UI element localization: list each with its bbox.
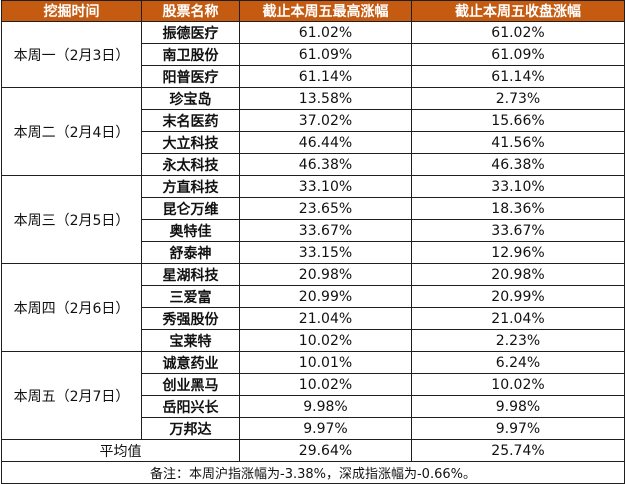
close-gain-cell: 2.73% [411, 87, 625, 110]
close-gain-cell: 9.97% [411, 417, 625, 440]
stock-name-cell: 永太科技 [141, 153, 240, 176]
close-gain-cell: 61.02% [411, 21, 625, 44]
max-gain-cell: 37.02% [239, 109, 412, 132]
stock-name-cell: 珍宝岛 [141, 87, 240, 110]
table-row: 阳普医疗 61.14% 61.14% [2, 65, 625, 88]
max-gain-cell: 33.10% [239, 175, 412, 198]
max-gain-cell: 23.65% [239, 197, 412, 220]
max-gain-cell: 61.02% [239, 21, 412, 44]
max-gain-cell: 10.01% [239, 351, 412, 374]
table-row: 本周一（2月3日） 振德医疗 61.02% 61.02% [1, 21, 625, 88]
max-gain-cell: 33.67% [239, 219, 412, 242]
max-gain-cell: 9.98% [239, 395, 412, 418]
stock-name-cell: 宝莱特 [141, 329, 240, 352]
table-row: 本周三（2月5日） 方直科技 33.10% 33.10% [1, 175, 625, 264]
header-stock-name: 股票名称 [141, 0, 240, 22]
header-max-gain: 截止本周五最高涨幅 [239, 0, 412, 22]
table-row: 奥特佳 33.67% 33.67% [2, 219, 625, 242]
close-gain-cell: 41.56% [411, 131, 625, 154]
stock-name-cell: 创业黑马 [141, 373, 240, 396]
close-gain-cell: 33.67% [411, 219, 625, 242]
footnote: 备注：本周沪指涨幅为-3.38%，深成指涨幅为-0.66%。 [1, 461, 625, 484]
close-gain-cell: 9.98% [411, 395, 625, 418]
close-gain-cell: 20.98% [411, 263, 625, 286]
stock-name-cell: 万邦达 [141, 417, 240, 440]
max-gain-cell: 10.02% [239, 373, 412, 396]
close-gain-cell: 33.10% [411, 175, 625, 198]
average-row: 平均值 29.64% 25.74% [1, 439, 625, 462]
table-row: 本周二（2月4日） 珍宝岛 13.58% 2.73% [1, 87, 625, 176]
close-gain-cell: 61.14% [411, 65, 625, 88]
stock-name-cell: 大立科技 [141, 131, 240, 154]
table-row: 永太科技 46.38% 46.38% [2, 153, 625, 176]
max-gain-cell: 10.02% [239, 329, 412, 352]
close-gain-cell: 20.99% [411, 285, 625, 308]
close-gain-cell: 2.23% [411, 329, 625, 352]
day-cell-wednesday: 本周三（2月5日） [1, 175, 142, 264]
average-close-gain: 25.74% [411, 439, 625, 462]
max-gain-cell: 21.04% [239, 307, 412, 330]
stock-name-cell: 方直科技 [141, 175, 240, 198]
close-gain-cell: 10.02% [411, 373, 625, 396]
average-max-gain: 29.64% [239, 439, 412, 462]
table-row: 昆仑万维 23.65% 18.36% [2, 197, 625, 220]
table-row: 本周四（2月6日） 星湖科技 20.98% 20.98% [1, 263, 625, 352]
day-cell-friday: 本周五（2月7日） [1, 351, 142, 440]
close-gain-cell: 21.04% [411, 307, 625, 330]
table-row: 大立科技 46.44% 41.56% [2, 131, 625, 154]
average-label: 平均值 [1, 439, 240, 462]
max-gain-cell: 61.14% [239, 65, 412, 88]
table-row: 岳阳兴长 9.98% 9.98% [2, 395, 625, 418]
table-row: 本周五（2月7日） 诚意药业 10.01% 6.24% [1, 351, 625, 440]
max-gain-cell: 46.44% [239, 131, 412, 154]
close-gain-cell: 12.96% [411, 241, 625, 264]
stock-name-cell: 三爱富 [141, 285, 240, 308]
stock-name-cell: 昆仑万维 [141, 197, 240, 220]
stock-name-cell: 星湖科技 [141, 263, 240, 286]
max-gain-cell: 33.15% [239, 241, 412, 264]
stock-name-cell: 秀强股份 [141, 307, 240, 330]
stock-name-cell: 南卫股份 [141, 43, 240, 66]
stock-name-cell: 末名医药 [141, 109, 240, 132]
stock-name-cell: 奥特佳 [141, 219, 240, 242]
note-row: 备注：本周沪指涨幅为-3.38%，深成指涨幅为-0.66%。 [1, 461, 625, 484]
close-gain-cell: 15.66% [411, 109, 625, 132]
stock-name-cell: 舒泰神 [141, 241, 240, 264]
day-cell-tuesday: 本周二（2月4日） [1, 87, 142, 176]
stock-name-cell: 振德医疗 [141, 21, 240, 44]
close-gain-cell: 6.24% [411, 351, 625, 374]
max-gain-cell: 20.99% [239, 285, 412, 308]
stock-name-cell: 阳普医疗 [141, 65, 240, 88]
day-cell-monday: 本周一（2月3日） [1, 21, 142, 88]
close-gain-cell: 18.36% [411, 197, 625, 220]
close-gain-cell: 46.38% [411, 153, 625, 176]
table-row: 末名医药 37.02% 15.66% [2, 109, 625, 132]
stock-name-cell: 岳阳兴长 [141, 395, 240, 418]
max-gain-cell: 20.98% [239, 263, 412, 286]
table-row: 三爱富 20.99% 20.99% [2, 285, 625, 308]
header-dig-time: 挖掘时间 [1, 0, 142, 22]
day-cell-thursday: 本周四（2月6日） [1, 263, 142, 352]
max-gain-cell: 13.58% [239, 87, 412, 110]
close-gain-cell: 61.09% [411, 43, 625, 66]
table-row: 创业黑马 10.02% 10.02% [2, 373, 625, 396]
max-gain-cell: 61.09% [239, 43, 412, 66]
max-gain-cell: 9.97% [239, 417, 412, 440]
stock-name-cell: 诚意药业 [141, 351, 240, 374]
max-gain-cell: 46.38% [239, 153, 412, 176]
header-row: 挖掘时间 股票名称 截止本周五最高涨幅 截止本周五收盘涨幅 [1, 0, 625, 22]
header-close-gain: 截止本周五收盘涨幅 [411, 0, 625, 22]
